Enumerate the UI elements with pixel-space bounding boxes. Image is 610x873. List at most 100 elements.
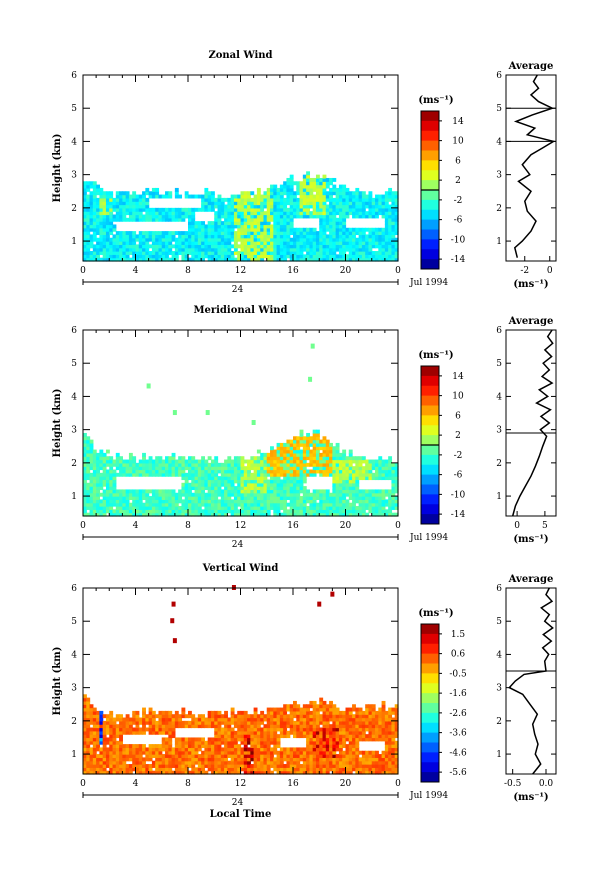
field-cell (178, 767, 183, 772)
field-cell (132, 747, 137, 752)
field-cell (279, 214, 284, 219)
field-cell (230, 237, 235, 242)
field-cell (109, 730, 114, 735)
field-cell (240, 730, 245, 735)
field-cell (227, 214, 232, 219)
field-cell (197, 496, 202, 500)
field-cell (191, 214, 196, 219)
field-cell (210, 247, 215, 252)
average-x-tick-label: 0 (547, 266, 553, 276)
field-cell (289, 704, 294, 709)
field-cell (204, 237, 209, 242)
field-cell (296, 462, 301, 467)
field-cell (273, 247, 278, 252)
field-cell (322, 492, 327, 497)
field-cell (342, 207, 347, 212)
field-cell (394, 221, 399, 226)
field-cell (161, 760, 166, 765)
field-cell (296, 257, 301, 262)
field-cell (138, 214, 143, 219)
field-cell (122, 234, 127, 239)
field-cell (125, 201, 130, 206)
field-cell (168, 747, 173, 752)
field-cell (266, 710, 271, 715)
field-cell (181, 254, 186, 259)
field-cell (204, 462, 209, 467)
field-cell (289, 257, 294, 262)
field-cell (256, 717, 261, 722)
field-cell (368, 247, 373, 252)
field-cell (115, 459, 120, 464)
field-cell (368, 476, 373, 481)
field-cell (194, 486, 199, 491)
field-cell (168, 506, 173, 510)
field-cell (145, 459, 150, 464)
field-cell (217, 486, 222, 491)
field-cell (233, 469, 238, 474)
field-cell (365, 462, 370, 467)
field-cell (138, 730, 143, 735)
field-cell (145, 767, 150, 772)
field-cell (161, 217, 166, 222)
field-cell (348, 211, 353, 216)
field-cell (273, 456, 278, 461)
field-cell (128, 717, 133, 722)
field-cell (233, 486, 238, 491)
field-cell (220, 462, 225, 467)
field-cell (165, 492, 169, 497)
field-cell (128, 251, 133, 255)
field-cell (207, 496, 212, 500)
field-cell (283, 251, 288, 255)
field-cell (233, 251, 238, 255)
field-cell (210, 466, 215, 471)
field-cell (345, 486, 350, 491)
field-cell (125, 744, 130, 749)
field-cell (329, 231, 333, 236)
field-cell (293, 469, 297, 474)
field-cell (227, 740, 232, 745)
field-cell (227, 476, 232, 481)
field-cell (322, 177, 327, 182)
field-cell (260, 254, 265, 259)
field-cell (178, 231, 183, 236)
field-cell (365, 489, 370, 494)
field-cell (138, 492, 143, 497)
field-cell (273, 492, 278, 497)
field-cell (135, 714, 140, 719)
field-cell (132, 217, 137, 222)
field-cell (306, 727, 311, 732)
field-cell (335, 466, 340, 471)
field-cell (171, 214, 176, 219)
field-cell (289, 211, 294, 216)
field-cell (230, 509, 235, 514)
field-cell (151, 472, 156, 477)
field-cell (92, 717, 97, 722)
field-cell (224, 221, 228, 226)
field-cell (388, 466, 393, 471)
field-cell (332, 184, 337, 189)
field-cell (319, 247, 324, 252)
field-cell (128, 462, 133, 467)
field-cell (352, 466, 356, 471)
field-cell (348, 449, 353, 454)
field-cell (86, 724, 91, 729)
field-cell (227, 760, 232, 765)
field-cell (388, 247, 393, 252)
field-cell (135, 757, 140, 762)
field-cell (306, 764, 311, 768)
field-cell (138, 194, 143, 199)
field-cell (388, 509, 393, 514)
field-cell (306, 714, 311, 719)
field-cell (329, 449, 333, 454)
field-cell (86, 466, 91, 471)
field-cell (145, 247, 150, 252)
field-cell (306, 469, 311, 474)
field-cell (391, 466, 396, 471)
field-cell (302, 436, 307, 441)
field-cell (155, 744, 160, 749)
field-cell (112, 241, 117, 245)
field-cell (381, 227, 386, 232)
field-cell (240, 201, 245, 206)
field-cell (319, 502, 324, 507)
field-cell (161, 499, 166, 504)
